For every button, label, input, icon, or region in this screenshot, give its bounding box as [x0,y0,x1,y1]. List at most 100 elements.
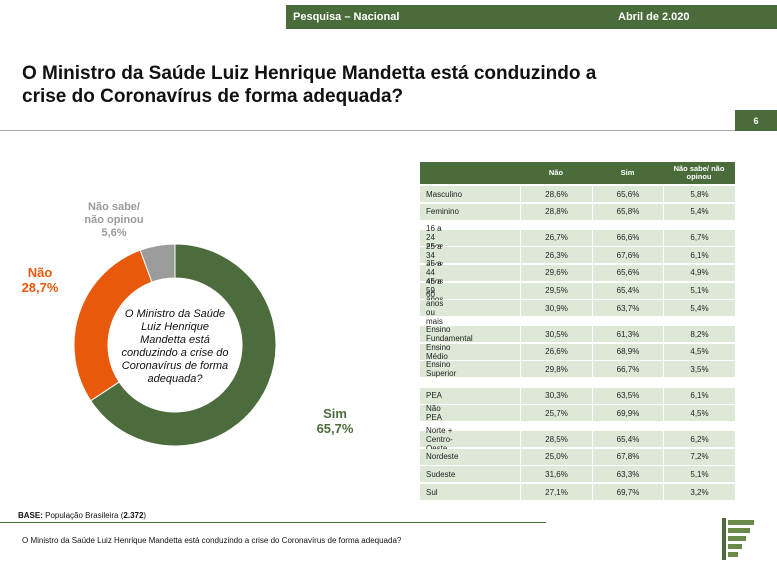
table-row [420,466,735,483]
title: O Ministro da Saúde Luiz Henrique Mandet… [22,63,597,107]
cell: 28,8% [520,203,592,220]
value-label: 65,7% [316,421,354,436]
slice-label: Não sabe/ não opinou 5,6% [78,201,150,240]
cell: 4,5% [663,343,735,360]
base-label: BASE: [18,511,43,520]
row-label: Masculino [426,189,463,199]
base-text: População Brasileira ( [45,511,124,520]
page-number: 6 [735,110,777,131]
cell: 6,1% [663,387,735,404]
footnote: O Ministro da Saúde Luiz Henrique Mandet… [22,536,402,545]
category-name: Não sabe/ não opinou [84,201,144,226]
cell: 66,7% [592,361,663,378]
table-row [420,431,735,448]
center-text: O Ministro da Saúde Luiz Henrique Mandet… [121,308,229,385]
cell: 4,9% [663,264,735,281]
table-row [420,326,735,343]
cell: 5,4% [663,300,735,317]
table-row [420,186,735,203]
base-close: ) [143,511,147,520]
logo [722,518,754,560]
date: Abril de 2.020 [618,11,690,23]
table-row [420,229,735,246]
table-row [420,405,735,422]
cell: 65,8% [592,203,663,220]
slice-label: Não 28,7% [10,265,70,295]
table-header [420,162,735,184]
cell: 63,3% [592,466,663,483]
cell: 7,2% [663,448,735,465]
column-header: Não sabe/ não opinou [673,164,725,181]
row-label: Ensino Médio [426,342,451,361]
cell: 30,5% [520,326,592,343]
table-row [420,203,735,220]
table-row [420,361,735,378]
cell: 28,5% [520,431,592,448]
row-label: Não PEA [426,404,443,423]
table-row [420,448,735,465]
cell: 26,3% [520,247,592,264]
cell: 26,6% [520,343,592,360]
column-header: Não [548,168,564,177]
table-row [420,484,735,501]
cell: 3,5% [663,361,735,378]
table-row [420,343,735,360]
donut-slice [139,243,176,283]
table-row [420,387,735,404]
cell: 31,6% [520,466,592,483]
header-bar [286,5,777,29]
cell: 30,9% [520,300,592,317]
cell: 25,0% [520,448,592,465]
cell: 61,3% [592,326,663,343]
cell: 25,7% [520,405,592,422]
cell: 30,3% [520,387,592,404]
column-header: Sim [620,168,635,177]
value-label: 28,7% [21,280,59,295]
cell: 67,6% [592,247,663,264]
cell: 65,6% [592,264,663,281]
cell: 4,5% [663,405,735,422]
divider [0,130,735,131]
cell: 69,7% [592,484,663,501]
cell: 6,2% [663,431,735,448]
table-row [420,282,735,299]
cell: 65,4% [592,431,663,448]
cell: 5,1% [663,466,735,483]
value-label: 5,6% [101,227,127,239]
row-label: Ensino Fundamental [426,325,473,344]
slice-label: Sim 65,7% [305,406,365,436]
base-n: 2.372 [123,511,144,520]
cell: 65,6% [592,186,663,203]
cell: 69,9% [592,405,663,422]
cell: 29,8% [520,361,592,378]
row-label: Feminino [426,207,459,217]
cell: 3,2% [663,484,735,501]
cell: 68,9% [592,343,663,360]
cell: 6,1% [663,247,735,264]
table-row [420,247,735,264]
row-label: PEA [426,391,443,401]
table-row [420,300,735,317]
cell: 5,4% [663,203,735,220]
cell: 29,6% [520,264,592,281]
cell: 65,4% [592,282,663,299]
cell: 67,8% [592,448,663,465]
cell: 27,1% [520,484,592,501]
cell: 5,8% [663,186,735,203]
cell: 63,5% [592,387,663,404]
row-label: Sul [426,487,438,497]
cell: 26,7% [520,229,592,246]
row-label: Ensino Superior [426,360,457,379]
row-label: Sudeste [426,469,456,479]
footer-line [0,522,546,523]
row-label: Nordeste [426,452,459,462]
cell: 6,7% [663,229,735,246]
cell: 63,7% [592,300,663,317]
row-label: 60 anos ou mais [426,290,444,327]
cell: 28,6% [520,186,592,203]
row-label: Norte + Centro-Oeste [426,425,453,453]
cell: 5,1% [663,282,735,299]
donut-slice [90,243,277,447]
category-name: Não [27,265,53,280]
